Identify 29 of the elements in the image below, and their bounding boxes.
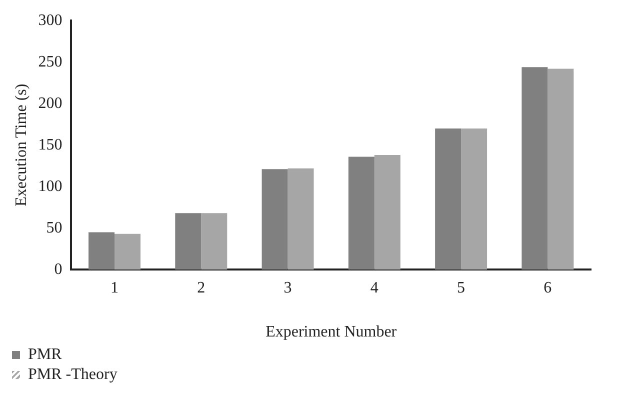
y-tick-label: 50	[46, 219, 62, 236]
y-axis-title: Execution Time (s)	[12, 84, 30, 206]
bar	[348, 156, 374, 270]
bar	[461, 128, 488, 270]
bar	[522, 67, 548, 270]
y-tick-label: 300	[38, 12, 62, 29]
x-tick-label: 1	[110, 279, 119, 296]
bar	[262, 169, 288, 270]
bar	[288, 168, 314, 270]
y-tick-label: 100	[38, 178, 62, 195]
bar	[435, 128, 462, 270]
x-tick-label: 3	[284, 279, 292, 296]
y-tick-label: 200	[38, 94, 62, 112]
bar	[114, 234, 141, 270]
y-tick-label: 0	[54, 260, 62, 278]
bar	[201, 213, 228, 270]
y-tick-label: 250	[38, 53, 62, 70]
legend-label: PMR	[28, 346, 62, 364]
x-tick-label: 5	[457, 279, 466, 296]
bar	[374, 155, 400, 270]
x-axis-title: Experiment Number	[266, 324, 398, 341]
legend-label: PMR -Theory	[28, 366, 118, 384]
x-tick-label: 6	[544, 279, 552, 296]
bar	[548, 68, 574, 270]
bar	[88, 232, 115, 270]
x-tick-label: 4	[370, 279, 378, 296]
bar	[175, 213, 202, 270]
x-tick-label: 2	[197, 279, 206, 296]
y-tick-label: 150	[38, 136, 62, 154]
